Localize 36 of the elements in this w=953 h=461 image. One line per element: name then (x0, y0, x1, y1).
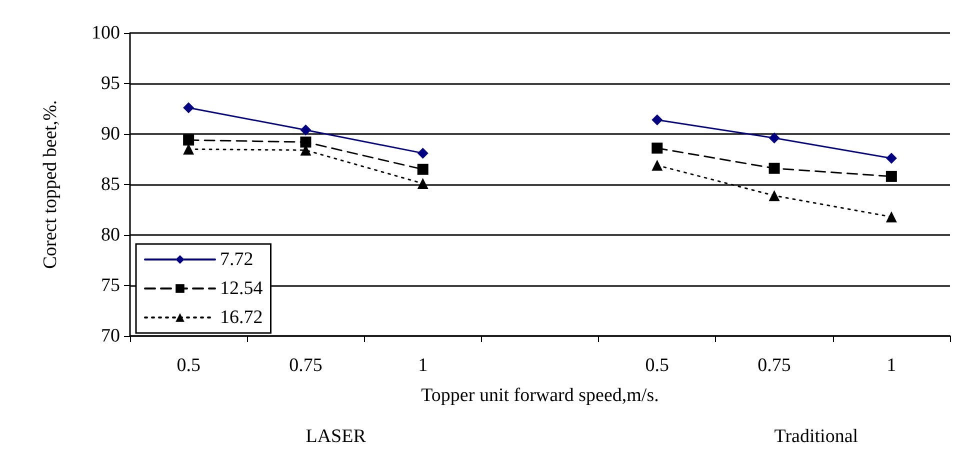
point (300, 124, 312, 136)
x-tick-label: 0.75 (758, 355, 791, 376)
y-tick-label: 85 (101, 174, 120, 195)
point (886, 152, 897, 164)
y-tick-label: 75 (101, 275, 120, 296)
y-axis-title: Corect topped beet,%. (40, 100, 61, 269)
x-tick-label: 0.75 (289, 355, 322, 376)
text: LASER (306, 426, 366, 447)
y-tick-label: 100 (92, 22, 120, 44)
legend-label: 7.72 (220, 249, 254, 270)
point (417, 178, 428, 189)
y-tick-label: 70 (101, 326, 120, 346)
x-tick-label: 0.5 (645, 355, 670, 376)
point (183, 134, 194, 146)
legend-label: 16.72 (220, 307, 263, 328)
point (886, 170, 897, 182)
y-tick-label: 80 (101, 224, 120, 246)
point (652, 114, 663, 126)
point (300, 136, 312, 148)
point (652, 160, 663, 171)
text: Traditional (774, 426, 858, 447)
y-tick-label: 95 (101, 73, 120, 94)
x-tick-label: 0.5 (176, 355, 200, 376)
y-tick-label: 90 (101, 124, 120, 144)
point (886, 211, 897, 222)
x-tick-label: 1 (886, 355, 896, 376)
x-axis-title: Topper unit forward speed,m/s. (421, 385, 659, 406)
point (183, 102, 194, 114)
point (768, 132, 780, 144)
point (417, 164, 428, 175)
point (768, 190, 780, 202)
point (768, 162, 780, 174)
point (417, 148, 428, 159)
legend-label: 12.54 (220, 278, 264, 299)
point (652, 142, 663, 154)
x-tick-label: 1 (418, 355, 428, 376)
